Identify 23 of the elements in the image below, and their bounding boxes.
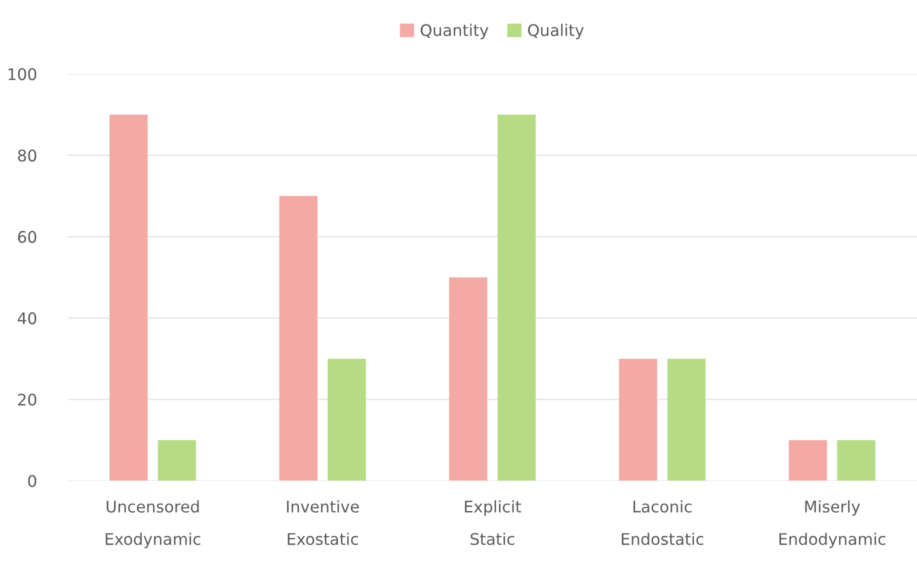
- x-tick-label: Miserly Endodynamic: [779, 500, 886, 548]
- bar: [449, 277, 488, 481]
- y-tick-label: 60: [18, 230, 36, 243]
- y-tick-label: 80: [18, 150, 36, 162]
- category-label: Uncensored Exodynamic: [106, 500, 200, 548]
- y-tick-label: 0: [28, 475, 36, 488]
- bar: [158, 440, 196, 481]
- y-tick-label: 20: [18, 394, 36, 406]
- category-label: Inventive Exostatic: [287, 500, 359, 546]
- bar: [498, 114, 536, 481]
- category-label: Laconic Endostatic: [622, 500, 704, 546]
- y-tick-label: 100: [8, 68, 36, 80]
- bar: [279, 196, 318, 481]
- bar: [837, 440, 876, 481]
- bar: [618, 358, 658, 481]
- bar: [328, 358, 366, 481]
- legend-label: Quantity: [420, 24, 488, 40]
- legend-label: Quality: [528, 24, 584, 40]
- y-tick-label: 40: [18, 312, 36, 324]
- bar: [667, 358, 706, 481]
- x-tick-label: Explicit Static: [464, 500, 522, 546]
- bar: [109, 114, 148, 481]
- bar: [788, 440, 827, 481]
